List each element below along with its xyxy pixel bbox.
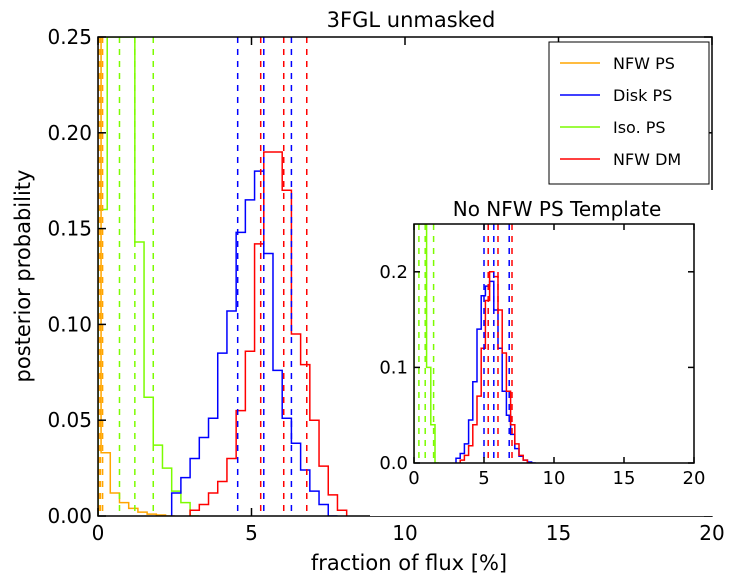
inset-plot-ticks: 0 5 10 15 20 0.0 0.1 0.2 [379, 224, 705, 489]
legend-label-nfw-ps: NFW PS [613, 54, 675, 73]
main-ytick-label: 0.15 [47, 217, 92, 241]
main-ytick-label: 0.20 [47, 121, 92, 145]
inset-xtick-label: 15 [613, 468, 636, 489]
main-ytick-label: 0.05 [47, 408, 92, 432]
main-plot-ticks: 0 5 10 15 200.000.050.100.150.200.25 [47, 25, 724, 545]
main-ytick-label: 0.10 [47, 312, 92, 336]
legend: NFW PS Disk PS Iso. PS NFW DM [548, 41, 710, 185]
main-ytick-label: 0.25 [47, 25, 92, 49]
x-axis-label: fraction of flux [%] [311, 551, 507, 575]
legend-box [548, 41, 710, 185]
inset-ytick-label: 0.1 [379, 357, 408, 378]
inset-xtick-label: 0 [408, 468, 419, 489]
inset-ytick-label: 0.2 [379, 262, 408, 283]
inset-histogram-iso-ps [414, 224, 440, 463]
legend-label-nfw-dm: NFW DM [613, 150, 681, 169]
inset-xtick-label: 5 [478, 468, 489, 489]
main-xtick-label: 5 [245, 521, 258, 545]
legend-label-disk-ps: Disk PS [613, 86, 672, 105]
inset-xtick-label: 20 [683, 468, 706, 489]
main-histogram-nfw-dm [189, 151, 348, 516]
y-axis-label: posterior probability [11, 170, 35, 383]
main-histogram-disk-ps [170, 170, 338, 516]
main-plot-series [98, 37, 348, 516]
main-xtick-label: 0 [92, 521, 105, 545]
inset-title: No NFW PS Template [453, 197, 662, 221]
main-plot-credible-lines [98, 37, 308, 516]
inset-xtick-label: 10 [543, 468, 566, 489]
inset-plot-credible-lines [418, 224, 513, 463]
main-histogram-iso-ps [98, 37, 200, 516]
legend-label-iso-ps: Iso. PS [613, 118, 666, 137]
chart-title: 3FGL unmasked [327, 8, 496, 32]
inset-background [370, 190, 720, 516]
main-xtick-label: 20 [699, 521, 724, 545]
main-histogram-nfw-ps [98, 37, 175, 516]
main-ytick-label: 0.00 [47, 504, 92, 528]
inset-ytick-label: 0.0 [379, 453, 408, 474]
main-xtick-label: 15 [546, 521, 571, 545]
main-xtick-label: 10 [392, 521, 417, 545]
